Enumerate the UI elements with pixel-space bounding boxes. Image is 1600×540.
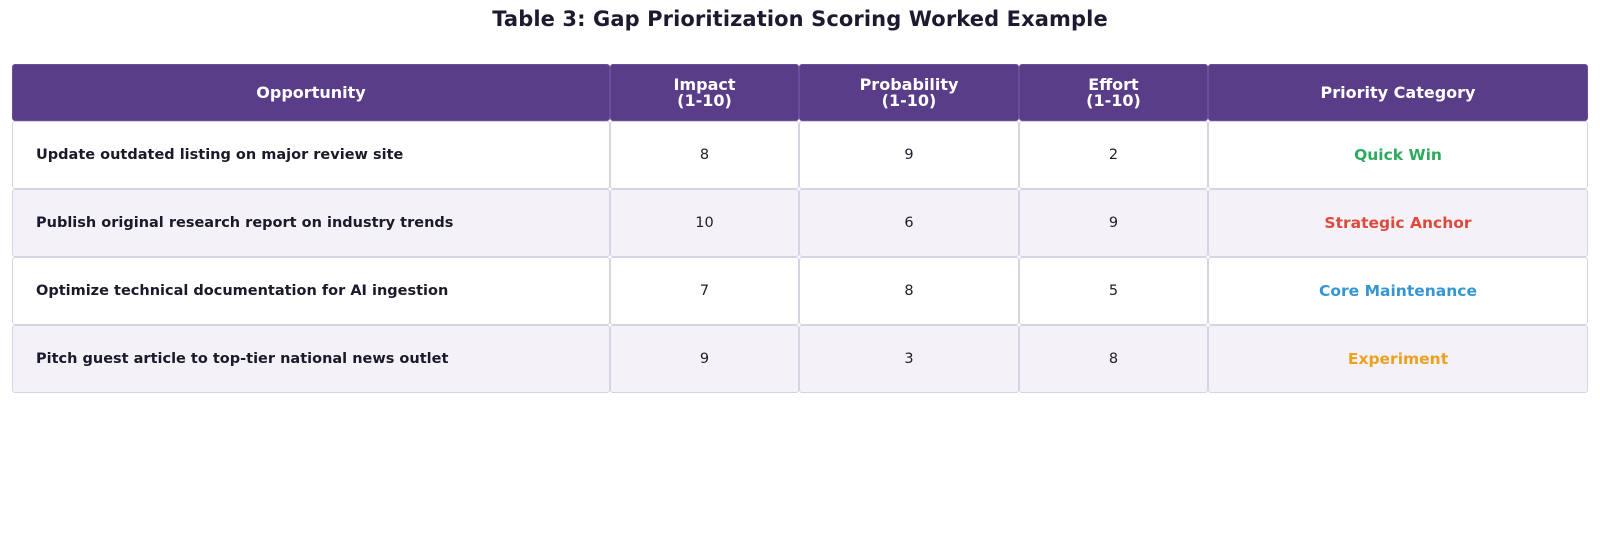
column-header-effort: Effort (1-10) [1019, 64, 1208, 121]
column-header-opportunity: Opportunity [12, 64, 610, 121]
effort-cell: 9 [1019, 189, 1208, 257]
opportunity-cell: Update outdated listing on major review … [12, 121, 610, 189]
table-row: Update outdated listing on major review … [12, 121, 1588, 189]
impact-cell: 7 [610, 257, 799, 325]
table-header-row: Opportunity Impact (1-10) Probability (1… [12, 64, 1588, 121]
priority-category-cell: Experiment [1208, 325, 1588, 393]
table-title: Table 3: Gap Prioritization Scoring Work… [492, 7, 1108, 31]
probability-cell: 6 [799, 189, 1019, 257]
column-header-impact: Impact (1-10) [610, 64, 799, 121]
table-row: Publish original research report on indu… [12, 189, 1588, 257]
priority-category-cell: Quick Win [1208, 121, 1588, 189]
opportunity-cell: Optimize technical documentation for AI … [12, 257, 610, 325]
table-row: Pitch guest article to top-tier national… [12, 325, 1588, 393]
impact-cell: 9 [610, 325, 799, 393]
effort-cell: 5 [1019, 257, 1208, 325]
probability-cell: 8 [799, 257, 1019, 325]
table-row: Optimize technical documentation for AI … [12, 257, 1588, 325]
opportunity-cell: Pitch guest article to top-tier national… [12, 325, 610, 393]
effort-cell: 2 [1019, 121, 1208, 189]
priority-category-cell: Core Maintenance [1208, 257, 1588, 325]
probability-cell: 9 [799, 121, 1019, 189]
priority-category-cell: Strategic Anchor [1208, 189, 1588, 257]
probability-cell: 3 [799, 325, 1019, 393]
opportunity-cell: Publish original research report on indu… [12, 189, 610, 257]
impact-cell: 8 [610, 121, 799, 189]
column-header-priority-category: Priority Category [1208, 64, 1588, 121]
effort-cell: 8 [1019, 325, 1208, 393]
column-header-probability: Probability (1-10) [799, 64, 1019, 121]
impact-cell: 10 [610, 189, 799, 257]
scoring-table: Opportunity Impact (1-10) Probability (1… [12, 64, 1588, 393]
